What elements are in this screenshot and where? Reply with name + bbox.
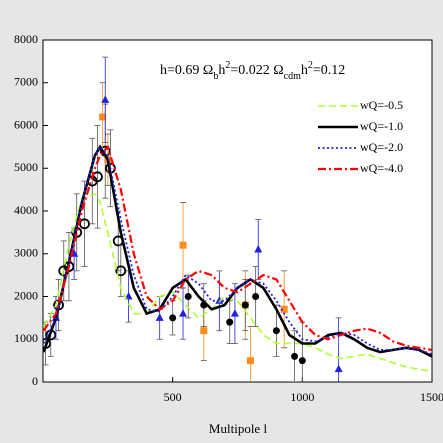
legend-label: wQ=-4.0: [360, 161, 403, 175]
annotation-part: b: [213, 71, 218, 82]
legend-label: wQ=-2.0: [360, 140, 403, 154]
annotation-part: 2: [225, 60, 230, 71]
y-tick-label: 2000: [14, 288, 38, 302]
annotation-part: =0.022 Ω: [230, 63, 283, 78]
point: [298, 357, 306, 365]
point: [200, 327, 208, 335]
annotation-part: 2: [308, 60, 313, 71]
legend-label: wQ=-1.0: [360, 119, 403, 133]
point: [169, 314, 177, 322]
curve: [43, 144, 432, 351]
point: [280, 305, 288, 313]
curve: [43, 145, 432, 356]
point: [252, 293, 260, 300]
point: [184, 293, 192, 300]
point: [115, 265, 127, 277]
point: [101, 95, 110, 103]
point: [226, 318, 234, 326]
y-tick-label: 8000: [14, 32, 38, 46]
y-tick-label: 1000: [14, 331, 38, 345]
annotation-part: cdm: [284, 71, 301, 82]
point: [179, 309, 188, 317]
annotation: h=0.69 Ωbh2=0.022 Ωcdmh2=0.12: [160, 60, 345, 82]
point: [155, 313, 164, 321]
y-tick-label: 4000: [14, 203, 38, 217]
point: [241, 301, 249, 309]
point: [334, 364, 343, 373]
y-tick-label: 6000: [14, 117, 38, 131]
legend-label: wQ=-0.5: [360, 98, 403, 112]
plot-area: [42, 39, 433, 383]
point: [254, 244, 263, 253]
annotation-part: h=0.69 Ω: [160, 63, 213, 78]
point: [230, 309, 239, 317]
y-tick-label: 5000: [14, 160, 38, 174]
annotation-part: h: [301, 63, 308, 78]
y-tick-label: 7000: [14, 75, 38, 89]
y-tick-label: 0: [32, 374, 38, 388]
x-tick-label: 1500: [420, 390, 443, 404]
annotation-part: h: [218, 63, 225, 78]
point: [179, 241, 187, 249]
point: [99, 113, 107, 121]
point: [246, 357, 254, 365]
plot-content: [43, 56, 432, 382]
y-tick-label: 3000: [14, 246, 38, 260]
point: [272, 327, 280, 335]
point: [291, 352, 299, 360]
x-axis-label: Multipole l: [209, 421, 268, 436]
annotation-part: =0.12: [313, 63, 345, 78]
x-tick-label: 1000: [290, 390, 314, 404]
x-tick-label: 500: [164, 390, 182, 404]
